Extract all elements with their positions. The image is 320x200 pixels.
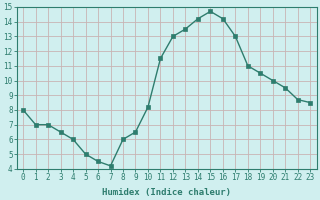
X-axis label: Humidex (Indice chaleur): Humidex (Indice chaleur) bbox=[102, 188, 231, 197]
